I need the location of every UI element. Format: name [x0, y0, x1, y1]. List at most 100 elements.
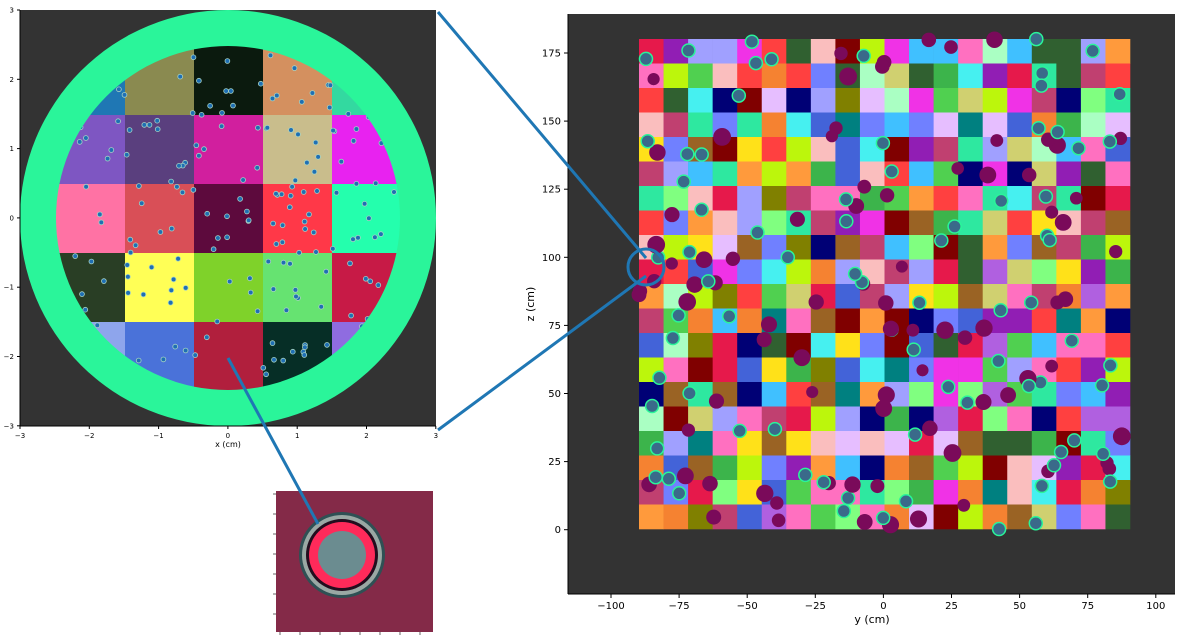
assembly-cell: [933, 63, 959, 89]
cell-particle: [1071, 140, 1086, 156]
assembly-cell: [639, 504, 664, 530]
assembly-cell: [1007, 431, 1033, 456]
assembly-cell: [1105, 161, 1131, 187]
fuel-particle: [283, 307, 290, 314]
assembly-cell: [1007, 88, 1033, 113]
cell-particle: [748, 55, 764, 71]
assembly-cell: [1056, 480, 1082, 505]
assembly-cell: [982, 480, 1008, 505]
fuel-particle: [270, 220, 276, 227]
right-y-ticks: 175 150 125 100 75 50 25 0: [542, 49, 568, 536]
assembly-cell: [1007, 63, 1033, 89]
purple-particle: [878, 295, 894, 311]
fuel-particle: [289, 348, 296, 355]
fuel-particle: [372, 234, 378, 241]
cell-particle: [1021, 378, 1037, 394]
assembly-cell: [639, 161, 664, 187]
assembly-cell: [1007, 308, 1033, 334]
assembly-cell: [810, 259, 836, 285]
fuel-particle: [176, 163, 182, 169]
fuel-particle: [218, 123, 225, 129]
assembly-cell: [1007, 406, 1033, 432]
fuel-particle: [327, 82, 334, 88]
purple-particle: [943, 444, 962, 462]
fuel-particle: [157, 229, 164, 235]
assembly-cell: [639, 186, 664, 211]
fuel-particle: [104, 155, 111, 162]
fuel-particle: [350, 236, 356, 243]
fuel-particle: [182, 285, 189, 291]
assembly-cell: [982, 63, 1008, 89]
purple-particle: [877, 386, 895, 404]
fuel-particle: [361, 201, 368, 207]
purple-particle: [909, 510, 928, 528]
assembly-cell: [958, 210, 983, 236]
fuel-particle: [135, 357, 142, 364]
assembly-cell: [1007, 210, 1033, 236]
cell-particle: [991, 521, 1007, 537]
cell-particle: [1034, 78, 1049, 93]
assembly-cell: [639, 210, 664, 236]
pellet-kernel: [318, 531, 366, 579]
assembly-cell: [786, 284, 812, 309]
assembly-cell: [1031, 333, 1057, 358]
cell-particle: [1042, 232, 1057, 248]
assembly-cell: [810, 39, 836, 64]
right-x-tick-label: 100: [1146, 601, 1165, 612]
cell-particle: [960, 395, 975, 410]
cell-particle: [640, 133, 655, 149]
left-y-tick-label: −1: [4, 284, 14, 292]
left-x-tick-label: 2: [364, 432, 368, 440]
fuel-particle: [116, 86, 122, 93]
purple-particle: [1021, 167, 1037, 183]
fuel-particle: [83, 183, 89, 190]
assembly-cell: [884, 112, 910, 138]
fuel-particle: [97, 211, 103, 218]
fuel-particle: [190, 54, 197, 61]
cell-particle: [680, 146, 695, 162]
assembly-cell: [1080, 504, 1106, 530]
pellet-inset-plot: [273, 491, 433, 635]
assembly-cell: [909, 112, 934, 138]
assembly-cell: [663, 63, 689, 89]
assembly-cell: [761, 161, 787, 187]
purple-particle: [631, 287, 647, 303]
purple-particle: [979, 166, 997, 184]
assembly-cell: [933, 186, 959, 211]
fuel-particle: [289, 183, 295, 190]
purple-particle: [1000, 387, 1017, 404]
assembly-grid: [639, 39, 1131, 530]
fuel-particle: [88, 258, 95, 265]
fuel-particle: [146, 122, 153, 128]
zoom-line-top: [436, 11, 648, 259]
assembly-cell: [712, 455, 738, 481]
purple-particle: [839, 67, 858, 86]
assembly-cell: [835, 137, 861, 162]
assembly-cell: [1080, 161, 1106, 187]
fuel-particle: [126, 127, 133, 133]
fuel-particle: [108, 147, 115, 153]
cell-particle: [1102, 474, 1118, 489]
left-x-tick-label: −3: [15, 432, 25, 440]
assembly-cell: [958, 39, 983, 64]
right-y-tick-label: 25: [548, 457, 561, 468]
fuel-particle: [140, 291, 147, 298]
assembly-cell: [933, 504, 959, 530]
cell-particle: [941, 379, 956, 395]
left-x-tick-label: −2: [84, 432, 94, 440]
left-y-tick-label: 2: [10, 76, 14, 84]
assembly-cell: [639, 333, 664, 358]
purple-particle: [686, 276, 703, 293]
assembly-cell: [688, 63, 713, 89]
right-y-tick-label: 75: [548, 321, 561, 332]
assembly-cell: [712, 431, 738, 456]
assembly-cell: [712, 63, 738, 89]
cell-particle: [1053, 444, 1069, 460]
fuel-particle: [175, 255, 181, 262]
assembly-cell: [810, 504, 836, 530]
assembly-cell: [835, 333, 861, 358]
assembly-cell: [1007, 333, 1033, 358]
assembly-cell: [933, 137, 959, 162]
cell-particle: [780, 250, 796, 265]
cell-particle: [671, 308, 686, 323]
